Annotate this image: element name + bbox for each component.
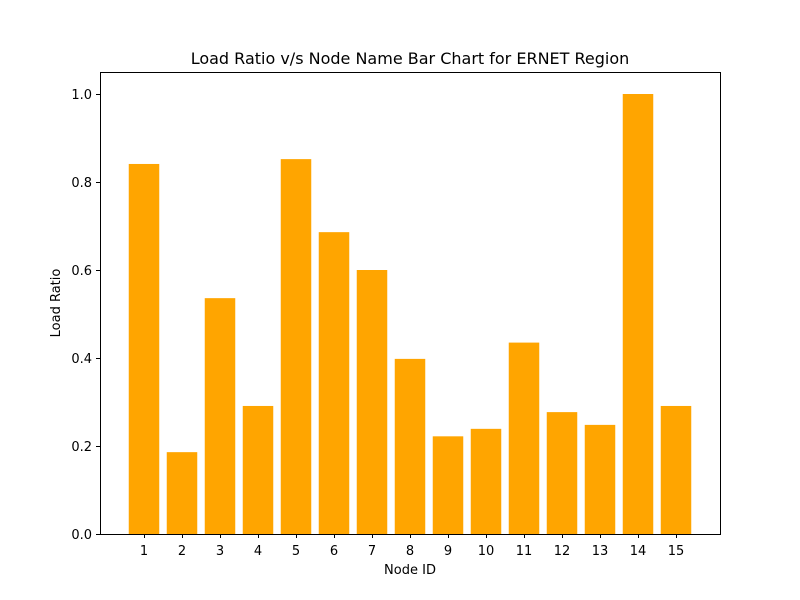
- x-tick-label: 1: [140, 544, 148, 559]
- x-tick-label: 11: [516, 544, 533, 559]
- bar-node-9: [432, 436, 464, 534]
- bar-node-7: [356, 270, 388, 534]
- x-tick-label: 9: [444, 544, 452, 559]
- x-tick-label: 7: [368, 544, 376, 559]
- bar-node-4: [242, 405, 274, 534]
- bar-node-8: [394, 358, 426, 534]
- x-tick-label: 6: [330, 544, 338, 559]
- bar-node-5: [280, 159, 312, 534]
- x-tick-label: 5: [292, 544, 300, 559]
- bar-node-1: [128, 163, 160, 534]
- bar-series: [128, 94, 692, 534]
- x-tick-label: 2: [178, 544, 186, 559]
- y-tick-label: 0.0: [71, 528, 92, 543]
- y-tick-label: 0.4: [71, 352, 92, 367]
- bar-node-12: [546, 412, 578, 534]
- bar-node-13: [584, 424, 616, 534]
- x-tick-label: 3: [216, 544, 224, 559]
- x-tick-label: 15: [668, 544, 685, 559]
- x-tick-label: 13: [592, 544, 609, 559]
- bar-node-2: [166, 452, 198, 534]
- y-tick-label: 0.8: [71, 176, 92, 191]
- plot-frame: [100, 72, 721, 535]
- y-axis-ticks: 0.0 0.2 0.4 0.6 0.8 1.0: [71, 88, 100, 543]
- y-axis-label: Load Ratio: [49, 269, 64, 338]
- bar-node-15: [660, 405, 692, 534]
- chart-title: Load Ratio v/s Node Name Bar Chart for E…: [191, 49, 630, 68]
- y-tick-label: 0.6: [71, 264, 92, 279]
- bar-node-6: [318, 232, 350, 534]
- y-tick-label: 0.2: [71, 440, 92, 455]
- x-axis-label: Node ID: [384, 563, 436, 578]
- x-tick-label: 8: [406, 544, 414, 559]
- y-tick-label: 1.0: [71, 88, 92, 103]
- bar-node-3: [204, 298, 236, 534]
- bar-node-11: [508, 342, 540, 534]
- x-tick-label: 10: [478, 544, 495, 559]
- bar-node-14: [622, 94, 654, 534]
- x-tick-label: 14: [630, 544, 647, 559]
- x-tick-label: 4: [254, 544, 262, 559]
- x-tick-label: 12: [554, 544, 571, 559]
- bar-node-10: [470, 428, 502, 534]
- x-axis-ticks: 1 2 3 4 5 6 7 8 9 10 11 12 13 14 15: [140, 534, 684, 559]
